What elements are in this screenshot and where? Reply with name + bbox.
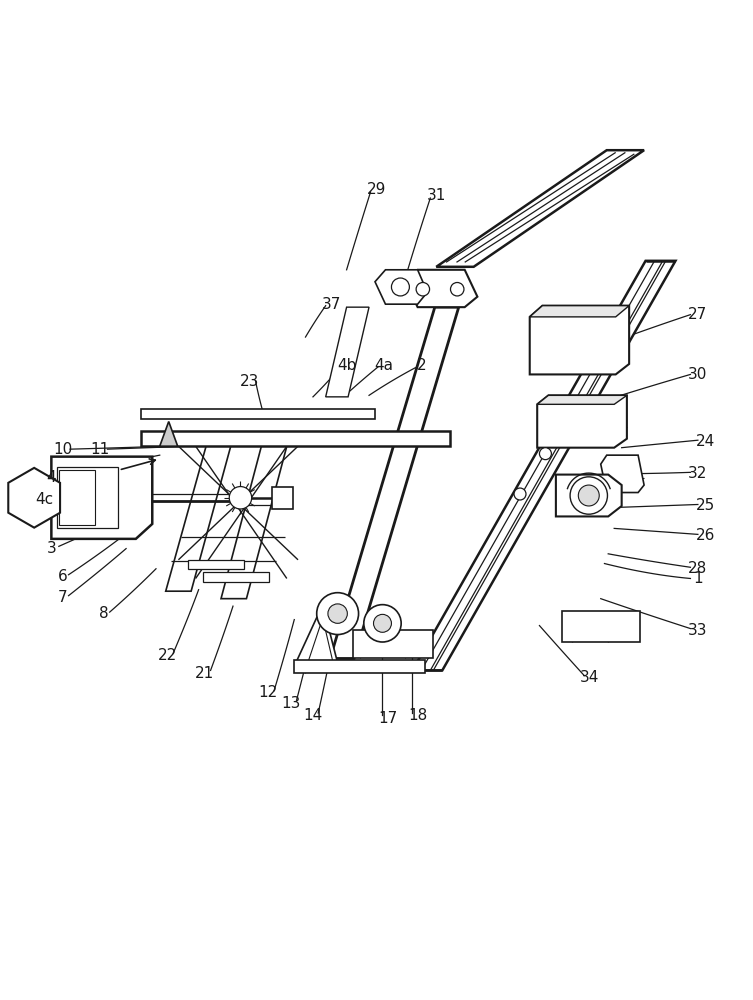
Circle shape [229, 487, 252, 509]
Text: 12: 12 [258, 685, 278, 700]
Text: 34: 34 [580, 670, 599, 685]
Circle shape [450, 282, 464, 296]
Text: 10: 10 [53, 442, 72, 457]
Polygon shape [51, 457, 152, 539]
Bar [203, 572, 269, 582]
Text: 25: 25 [696, 498, 715, 513]
Circle shape [317, 593, 358, 635]
Bar [272, 487, 293, 509]
Text: 24: 24 [696, 434, 715, 449]
Circle shape [570, 477, 608, 514]
Polygon shape [537, 395, 627, 404]
Polygon shape [141, 431, 450, 446]
Text: 18: 18 [408, 708, 427, 723]
Polygon shape [296, 605, 337, 663]
Text: 4c: 4c [35, 492, 53, 507]
Text: 4a: 4a [374, 358, 394, 373]
Bar [294, 660, 425, 673]
Polygon shape [330, 307, 459, 658]
Circle shape [364, 605, 401, 642]
Text: 28: 28 [688, 561, 708, 576]
Circle shape [514, 488, 526, 500]
Text: 32: 32 [688, 466, 708, 481]
Text: 31: 31 [427, 188, 446, 203]
Circle shape [539, 448, 551, 460]
Text: 7: 7 [58, 590, 67, 605]
Polygon shape [413, 261, 675, 670]
Polygon shape [556, 475, 622, 516]
Polygon shape [375, 270, 427, 304]
Circle shape [373, 614, 392, 632]
Text: 13: 13 [281, 696, 300, 711]
Text: 2: 2 [416, 358, 426, 373]
Polygon shape [529, 306, 630, 374]
Polygon shape [537, 395, 627, 448]
Text: 4b: 4b [337, 358, 356, 373]
Polygon shape [601, 455, 644, 493]
Text: 21: 21 [195, 666, 214, 681]
Polygon shape [141, 409, 375, 419]
Text: 22: 22 [157, 648, 177, 663]
Text: 27: 27 [688, 307, 708, 322]
Text: 29: 29 [367, 182, 386, 197]
Text: 11: 11 [90, 442, 110, 457]
Circle shape [392, 278, 410, 296]
Circle shape [578, 485, 599, 506]
Polygon shape [8, 468, 60, 528]
Text: 23: 23 [239, 374, 259, 389]
Bar [56, 467, 118, 528]
Text: 14: 14 [303, 708, 322, 723]
Text: 6: 6 [58, 569, 68, 584]
Bar [188, 560, 244, 569]
Circle shape [328, 604, 347, 623]
Text: 4: 4 [47, 470, 56, 485]
Circle shape [416, 282, 429, 296]
Text: 3: 3 [47, 541, 56, 556]
Text: 26: 26 [696, 528, 715, 543]
Polygon shape [166, 446, 230, 591]
Polygon shape [326, 307, 369, 397]
Polygon shape [529, 306, 630, 317]
Text: 8: 8 [99, 606, 108, 621]
Polygon shape [436, 150, 644, 267]
Text: 1: 1 [693, 571, 703, 586]
Bar [562, 611, 640, 642]
Bar [352, 630, 433, 658]
Text: 30: 30 [688, 367, 708, 382]
Polygon shape [221, 446, 287, 599]
Text: 37: 37 [322, 297, 341, 312]
Text: 33: 33 [688, 623, 708, 638]
Polygon shape [405, 270, 477, 307]
Bar [59, 470, 95, 525]
Text: 17: 17 [378, 711, 398, 726]
Polygon shape [160, 422, 178, 446]
